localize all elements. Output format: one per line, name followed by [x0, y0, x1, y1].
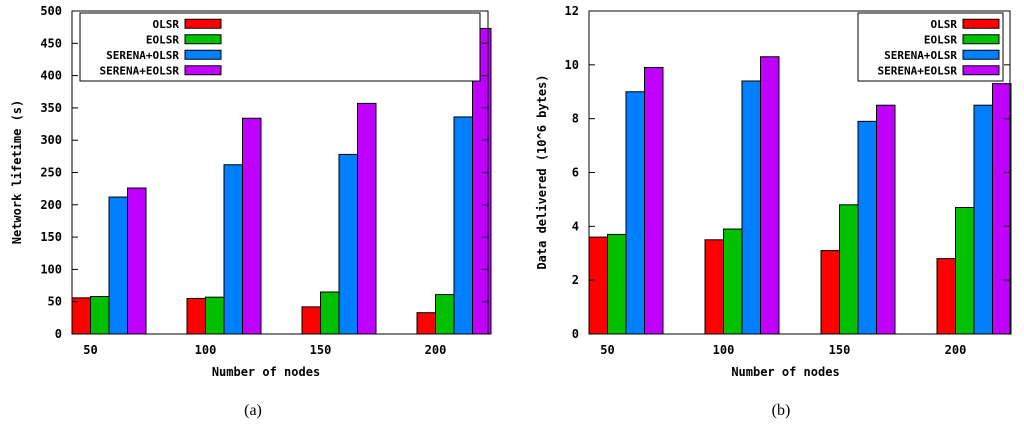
bar-eolsr-150 [320, 291, 340, 335]
y-tick-label: 10 [565, 58, 579, 72]
legend-label: EOLSR [924, 33, 957, 46]
y-tick-label: 4 [572, 219, 579, 233]
y-tick-label: 150 [40, 230, 62, 244]
bar-olsr-100 [704, 239, 724, 335]
x-tick-label: 150 [829, 343, 851, 357]
legend-label: SERENA+EOLSR [878, 64, 958, 77]
bar-olsr-150 [301, 306, 321, 335]
bar-eolsr-200 [955, 206, 975, 335]
bar-serena-olsr-150 [338, 153, 358, 335]
y-axis-title: Network lifetime (s) [10, 100, 24, 245]
bar-eolsr-50 [90, 296, 110, 335]
legend-label: SERENA+OLSR [884, 49, 957, 62]
bar-serena-eolsr-100 [242, 117, 262, 335]
x-tick-label: 100 [713, 343, 735, 357]
bar-eolsr-200 [435, 294, 455, 335]
y-tick-label: 400 [40, 69, 62, 83]
y-tick-label: 0 [55, 327, 62, 341]
bar-serena-eolsr-150 [357, 102, 377, 335]
x-tick-label: 50 [83, 343, 97, 357]
legend-swatch [962, 65, 1000, 76]
bar-olsr-50 [71, 297, 91, 335]
x-tick-label: 200 [945, 343, 967, 357]
legend-swatch [962, 18, 1000, 29]
y-tick-label: 2 [572, 273, 579, 287]
y-tick-label: 200 [40, 198, 62, 212]
x-tick-label: 200 [425, 343, 447, 357]
y-tick-label: 250 [40, 166, 62, 180]
bar-serena-eolsr-200 [992, 83, 1012, 335]
x-tick-label: 150 [310, 343, 332, 357]
bar-olsr-200 [416, 312, 436, 335]
y-tick-label: 50 [48, 295, 62, 309]
bar-olsr-200 [936, 258, 956, 335]
x-tick-label: 100 [195, 343, 217, 357]
x-axis-title: Number of nodes [731, 365, 839, 379]
bar-serena-eolsr-50 [127, 187, 147, 335]
legend-swatch [184, 34, 222, 45]
y-axis-title: Data delivered (10^6 bytes) [535, 74, 549, 269]
bar-serena-olsr-100 [223, 164, 243, 335]
bar-serena-eolsr-150 [876, 104, 896, 335]
legend-box [79, 12, 481, 82]
legend-swatch [962, 49, 1000, 60]
bar-serena-olsr-200 [973, 104, 993, 335]
bar-eolsr-100 [205, 296, 225, 335]
legend-swatch [184, 49, 222, 60]
bar-serena-eolsr-50 [644, 67, 664, 335]
legend-swatch [184, 65, 222, 76]
bar-serena-eolsr-100 [760, 56, 780, 335]
y-tick-label: 350 [40, 101, 62, 115]
bar-olsr-100 [186, 297, 206, 335]
legend-label: EOLSR [146, 33, 179, 46]
legend-label: OLSR [153, 18, 180, 31]
x-tick-label: 50 [600, 343, 614, 357]
y-tick-label: 300 [40, 133, 62, 147]
bar-olsr-150 [820, 250, 840, 335]
y-tick-label: 12 [565, 4, 579, 18]
legend-swatch [184, 18, 222, 29]
bar-eolsr-100 [723, 228, 743, 335]
y-tick-label: 8 [572, 112, 579, 126]
chart-a-network-lifetime: 0 50 100 150 200 250 300 350 400 450 500 50 100 150 20… [10, 4, 492, 379]
y-tick-label: 6 [572, 166, 579, 180]
bar-eolsr-150 [839, 204, 859, 335]
y-tick-label: 450 [40, 36, 62, 50]
caption-a: (a) [244, 402, 262, 419]
bar-serena-olsr-50 [625, 91, 645, 335]
caption-b: (b) [772, 402, 791, 419]
bar-serena-olsr-200 [453, 116, 473, 335]
legend-label: SERENA+EOLSR [100, 64, 180, 77]
chart-b-data-delivered: 0 2 4 6 8 10 12 50 100 150 200 Number of nodes Data … [535, 4, 1012, 379]
y-tick-label: 100 [40, 262, 62, 276]
x-axis-title: Number of nodes [212, 365, 320, 379]
bar-olsr-50 [588, 236, 608, 335]
bar-serena-olsr-100 [741, 80, 761, 335]
y-tick-label: 500 [40, 4, 62, 18]
legend-label: SERENA+OLSR [106, 49, 179, 62]
bar-serena-olsr-50 [108, 196, 128, 335]
y-tick-label: 0 [572, 327, 579, 341]
legend-label: OLSR [931, 18, 958, 31]
legend-swatch [962, 34, 1000, 45]
bar-serena-olsr-150 [857, 120, 877, 335]
bar-eolsr-50 [607, 233, 627, 335]
